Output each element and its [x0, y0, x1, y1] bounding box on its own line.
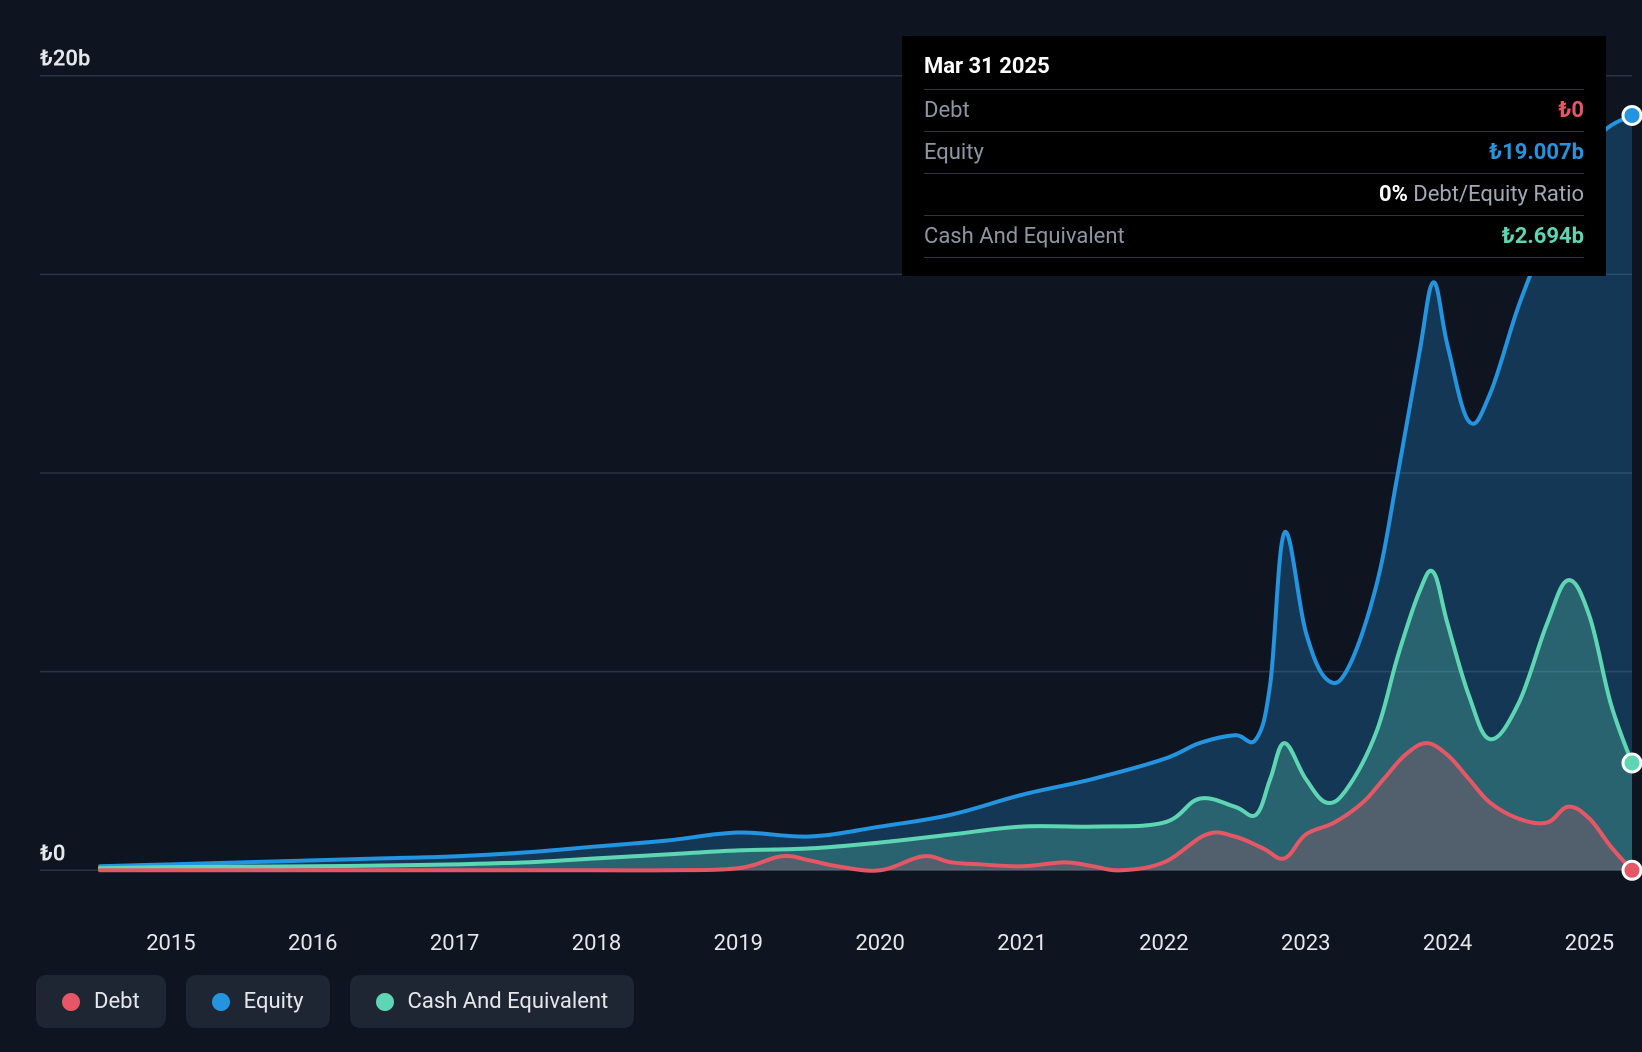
legend-color-dot — [212, 993, 230, 1011]
x-tick-label: 2017 — [430, 931, 479, 956]
tooltip-row-value: ₺2.694b — [1502, 224, 1584, 249]
y-tick-label: ₺20b — [40, 47, 90, 72]
tooltip-row: Equity ₺19.007b — [924, 131, 1584, 173]
x-tick-label: 2022 — [1139, 931, 1188, 956]
x-tick-label: 2023 — [1281, 931, 1330, 956]
tooltip-row-value: ₺19.007b — [1489, 140, 1584, 165]
financial-chart: ₺0 ₺20b 2015 2016 2017 2018 2019 2020 2021 2022 20… — [0, 0, 1642, 1052]
tooltip-row-value: 0% Debt/Equity Ratio — [1379, 182, 1584, 207]
x-tick-label: 2024 — [1423, 931, 1472, 956]
tooltip-row-value: ₺0 — [1558, 98, 1584, 123]
x-tick-label: 2021 — [997, 931, 1046, 956]
legend-label: Equity — [244, 989, 304, 1014]
y-tick-label: ₺0 — [40, 841, 65, 866]
legend-color-dot — [376, 993, 394, 1011]
x-tick-label: 2015 — [146, 931, 195, 956]
legend-color-dot — [62, 993, 80, 1011]
legend-label: Cash And Equivalent — [408, 989, 609, 1014]
x-tick-label: 2020 — [855, 931, 904, 956]
x-tick-label: 2019 — [714, 931, 763, 956]
x-tick-label: 2016 — [288, 931, 337, 956]
tooltip-row-label: Debt — [924, 98, 970, 123]
tooltip-row: Debt ₺0 — [924, 89, 1584, 131]
tooltip-row-label: Cash And Equivalent — [924, 224, 1125, 249]
legend-item[interactable]: Equity — [186, 975, 330, 1028]
x-tick-label: 2025 — [1565, 931, 1614, 956]
tooltip-row-label: Equity — [924, 140, 984, 165]
legend-item[interactable]: Debt — [36, 975, 166, 1028]
x-tick-label: 2018 — [572, 931, 621, 956]
tooltip-date: Mar 31 2025 — [924, 54, 1584, 79]
legend-label: Debt — [94, 989, 140, 1014]
tooltip-row: 0% Debt/Equity Ratio — [924, 173, 1584, 215]
chart-tooltip: Mar 31 2025 Debt ₺0 Equity ₺19.007b 0% Debt/… — [902, 36, 1606, 276]
legend-item[interactable]: Cash And Equivalent — [350, 975, 635, 1028]
chart-legend: Debt Equity Cash And Equivalent — [36, 975, 634, 1028]
tooltip-row: Cash And Equivalent ₺2.694b — [924, 215, 1584, 258]
